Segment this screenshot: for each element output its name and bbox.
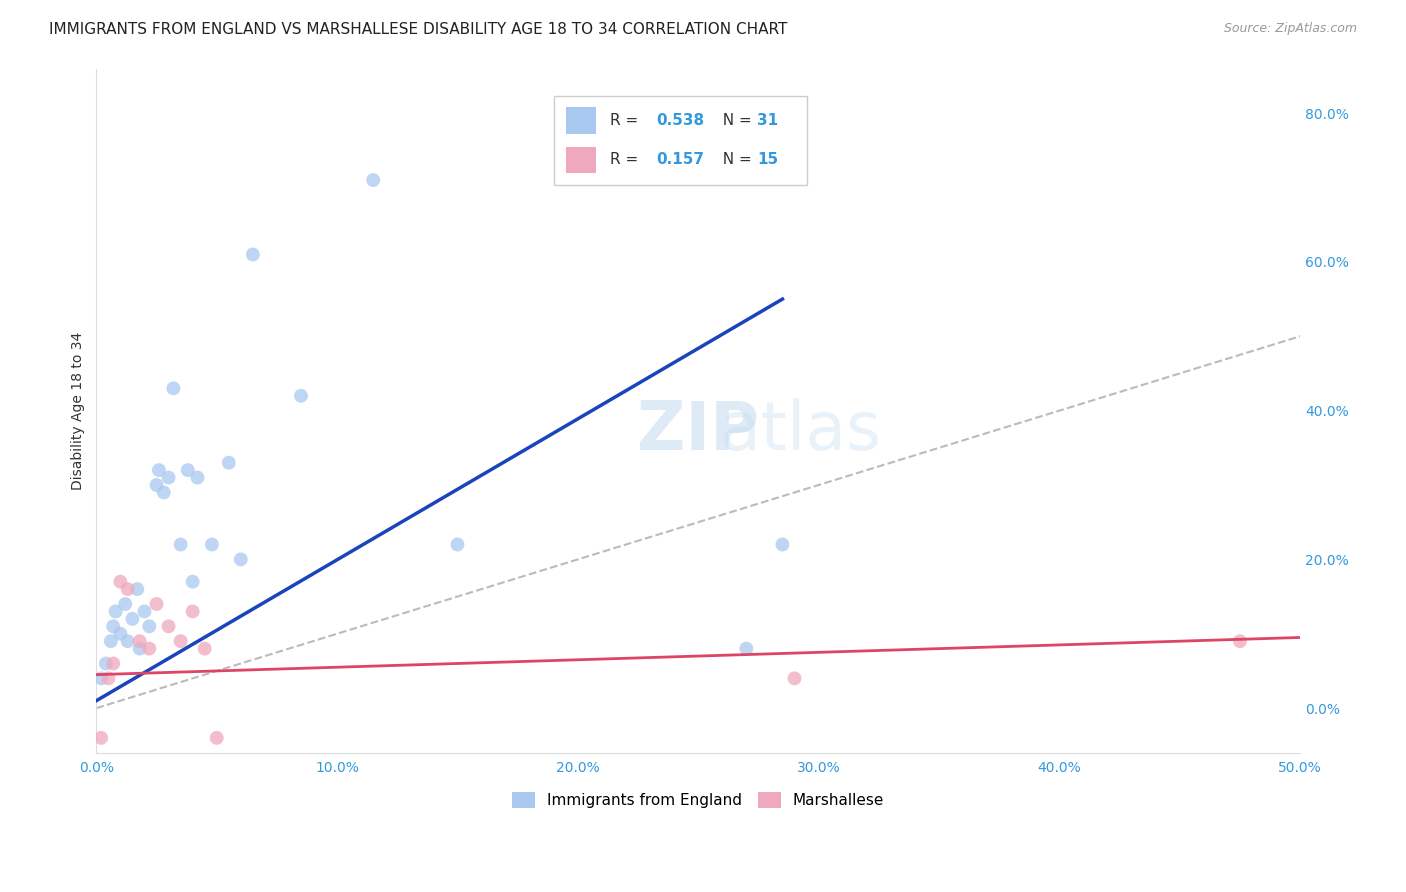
Text: IMMIGRANTS FROM ENGLAND VS MARSHALLESE DISABILITY AGE 18 TO 34 CORRELATION CHART: IMMIGRANTS FROM ENGLAND VS MARSHALLESE D… [49, 22, 787, 37]
Point [104, 604, 127, 618]
Point [205, 731, 228, 745]
Text: Source: ZipAtlas.com: Source: ZipAtlas.com [1223, 22, 1357, 36]
Point [218, 456, 240, 470]
Point [162, 381, 184, 395]
Y-axis label: Disability Age 18 to 34: Disability Age 18 to 34 [72, 332, 86, 490]
Text: R =: R = [610, 153, 644, 168]
Text: 31: 31 [758, 113, 779, 128]
Point [361, 173, 384, 187]
Point [181, 604, 204, 618]
FancyBboxPatch shape [565, 107, 596, 134]
Point [735, 641, 758, 656]
Point [194, 641, 217, 656]
Point [134, 604, 156, 618]
Point [100, 634, 122, 648]
Text: ZIP: ZIP [637, 398, 759, 464]
Point [186, 470, 208, 484]
Point [110, 626, 132, 640]
Point [169, 537, 191, 551]
Text: R =: R = [610, 113, 644, 128]
Point [121, 612, 143, 626]
Point [446, 537, 468, 551]
Point [1229, 634, 1251, 648]
Point [145, 597, 167, 611]
Point [138, 619, 160, 633]
Point [157, 619, 180, 633]
Point [772, 537, 794, 551]
Point [169, 634, 191, 648]
Point [103, 619, 125, 633]
Text: N =: N = [713, 153, 756, 168]
Text: 0.157: 0.157 [657, 153, 704, 168]
Point [157, 470, 180, 484]
Point [181, 574, 204, 589]
Point [127, 582, 149, 596]
Text: 0.538: 0.538 [657, 113, 704, 128]
Text: N =: N = [713, 113, 756, 128]
Point [94, 657, 117, 671]
Point [138, 641, 160, 656]
Point [90, 672, 112, 686]
FancyBboxPatch shape [554, 95, 807, 185]
Point [242, 247, 264, 261]
Point [290, 389, 312, 403]
Legend: Immigrants from England, Marshallese: Immigrants from England, Marshallese [506, 786, 890, 814]
Point [145, 478, 167, 492]
Point [114, 597, 136, 611]
Point [229, 552, 252, 566]
Point [152, 485, 174, 500]
Point [128, 641, 150, 656]
Point [117, 634, 139, 648]
Point [201, 537, 224, 551]
Text: atlas: atlas [720, 398, 882, 464]
Point [117, 582, 139, 596]
Point [128, 634, 150, 648]
Point [90, 731, 112, 745]
Text: 15: 15 [758, 153, 779, 168]
Point [97, 672, 120, 686]
FancyBboxPatch shape [565, 146, 596, 173]
Point [110, 574, 132, 589]
Point [148, 463, 170, 477]
Point [783, 672, 806, 686]
Point [103, 657, 125, 671]
Point [177, 463, 200, 477]
